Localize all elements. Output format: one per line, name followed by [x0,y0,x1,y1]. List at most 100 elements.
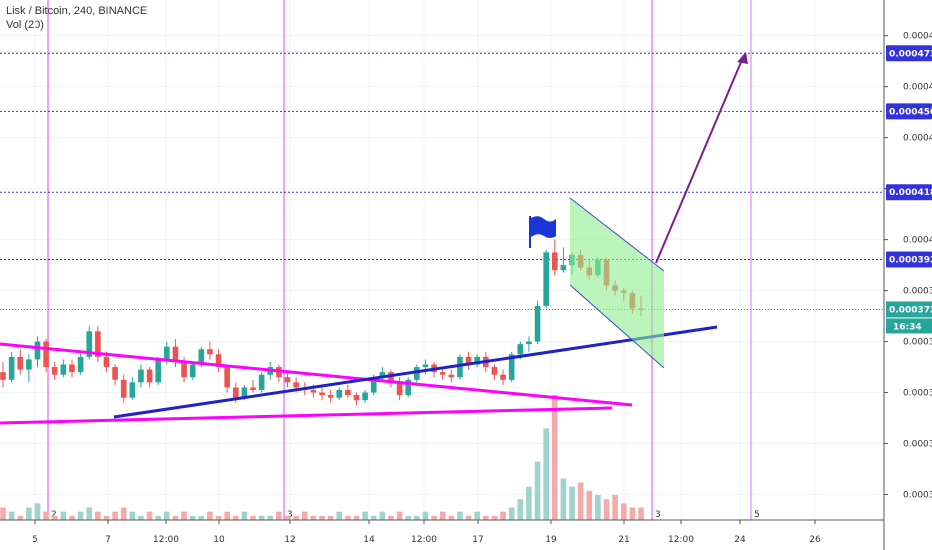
volume-bar [353,515,360,520]
price-tick-label: 0.0003800 [903,287,932,297]
candle-body [517,344,524,355]
countdown-label: 16:34 [893,322,922,332]
volume-bar [51,515,58,520]
candle-body [327,395,334,398]
volume-bar [388,515,394,520]
vertical-marker-label: 3 [287,510,293,520]
lower-triangle-line [0,406,613,425]
price-level-badge [886,103,932,120]
price-level-badge [886,251,932,268]
candle-body [310,390,317,393]
candle-body [448,374,455,378]
volume-bar [336,511,343,520]
volume-bar [103,515,110,520]
time-tick-label: 26 [809,535,821,545]
candle-body [457,356,463,378]
volume-bar [215,515,222,520]
vertical-markers: 2 3 3 5 [47,0,760,520]
price-tick-label: 0.0003200 [903,440,932,450]
candle-body [34,341,41,360]
volume-bar [129,511,136,520]
volume-bar [17,515,24,520]
ascending-support-line [113,325,718,419]
volume-bar [534,461,541,520]
flag-channel-top [569,197,665,272]
volume-bar [431,515,437,520]
volume-bar [500,511,506,520]
volume-bar [0,507,6,520]
vertical-marker-label: 3 [655,510,661,520]
candle-body [293,382,299,388]
volume-bar [543,428,549,520]
horizontal-levels [0,52,884,310]
candle-body [284,377,291,383]
volume-bar [86,507,93,520]
volume-bar [439,511,446,520]
volume-bar [612,495,618,520]
candle-body [155,359,161,383]
time-axis[interactable]: 5 7 12:00 10 12 14 12:00 17 19 21 12:00 24 26 [0,519,884,545]
candle-body [526,341,532,345]
candle-body [543,252,549,306]
price-level-label: 0.0004186 [889,188,932,198]
vertical-marker-label: 5 [754,510,760,520]
volume-bar [474,511,480,520]
volume-bar [8,511,15,520]
price-axis[interactable]: 0.0003000 0.0003200 0.0003400 0.0003600 0.00… [883,0,932,550]
volume-bar [569,486,575,520]
time-tick-label: 7 [105,535,111,545]
price-level-label: 0.0004731 [889,49,932,59]
candle-body [198,349,205,365]
candle-body [405,379,412,396]
candle-body [172,346,179,362]
candle-body [560,265,567,271]
price-tick-label: 0.0003400 [903,389,932,399]
volume-bar [258,515,265,520]
flag-icon [531,216,556,238]
volume-bar [198,515,205,520]
volume-bar [319,515,325,520]
volume-bar [241,511,248,520]
volume-bar [155,515,161,520]
volume-bar [457,511,463,520]
volume-bar [34,503,41,520]
candle-body [534,305,541,342]
volume-bar [138,515,144,520]
volume-bar [526,486,532,520]
volume-bar [146,511,153,520]
time-tick-label: 12 [284,535,295,545]
candle-body [43,341,49,368]
time-tick-label: 21 [618,535,629,545]
countdown-badge [886,318,932,334]
volume-bar [207,511,213,520]
candle-body [491,367,498,375]
candle-body [138,369,144,383]
candle-body [379,372,386,378]
candle-body [319,392,325,396]
volume-bar [379,511,386,520]
symbol-title[interactable]: Lisk / Bitcoin, 240, BINANCE [6,5,148,17]
volume-bar [465,515,472,520]
candle-body [146,369,153,383]
candle-body [51,367,58,375]
volume-bar [396,511,403,520]
volume-bar [69,515,75,520]
candle-body [396,382,403,396]
volume-bar [310,515,317,520]
time-tick-label: 17 [472,535,483,545]
volume-bar [595,495,601,520]
candle-body [232,387,239,398]
price-tick-label: 0.0003000 [903,491,932,501]
price-level-badge [886,45,932,62]
price-tick-label: 0.0004600 [903,83,932,93]
time-tick-label: 19 [545,535,557,545]
candle-body [69,364,75,373]
volume-bar [181,511,187,520]
drawings[interactable] [0,52,748,425]
candle-body [258,374,265,390]
volume-indicator-label[interactable]: Vol (20) [6,19,44,31]
volume-bar [560,478,567,520]
time-tick-label: 10 [213,535,225,545]
time-tick-label: 12:00 [411,535,437,545]
